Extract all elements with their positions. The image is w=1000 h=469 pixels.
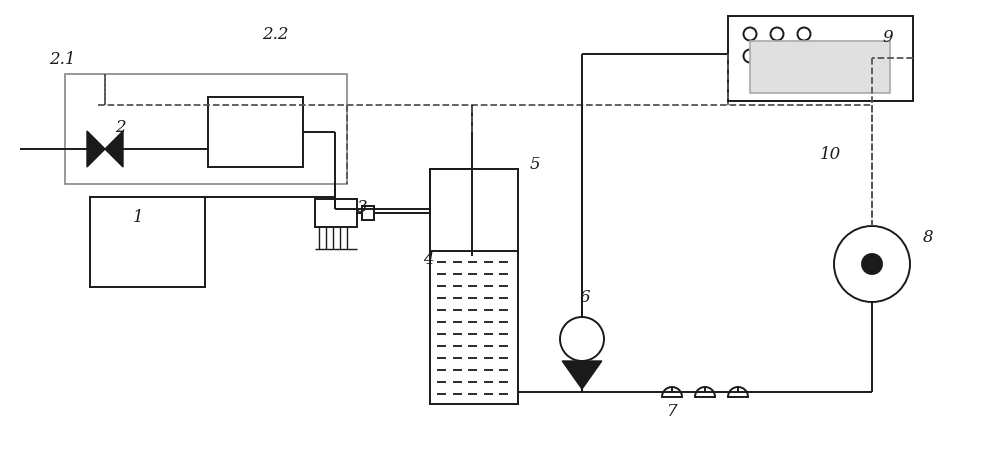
Text: 4: 4: [423, 250, 433, 267]
Bar: [65, 74, 347, 184]
Bar: [208, 97, 303, 167]
Text: 5: 5: [530, 156, 540, 173]
Polygon shape: [562, 361, 602, 389]
Text: 8: 8: [923, 228, 933, 245]
Bar: [750, 41, 890, 93]
Bar: [315, 199, 357, 227]
Text: 2.2: 2.2: [262, 25, 288, 43]
Text: 2: 2: [115, 119, 125, 136]
Bar: [90, 197, 205, 287]
Polygon shape: [87, 131, 105, 167]
Text: 9: 9: [883, 29, 893, 45]
Text: 2.1: 2.1: [49, 51, 75, 68]
Bar: [362, 206, 374, 220]
Text: 1: 1: [133, 209, 143, 226]
Bar: [430, 169, 518, 404]
Text: 3: 3: [357, 198, 367, 215]
Bar: [728, 16, 913, 101]
Circle shape: [862, 254, 882, 274]
Polygon shape: [105, 131, 123, 167]
Text: 6: 6: [580, 288, 590, 305]
Text: 7: 7: [667, 402, 677, 419]
Text: 10: 10: [819, 145, 841, 162]
